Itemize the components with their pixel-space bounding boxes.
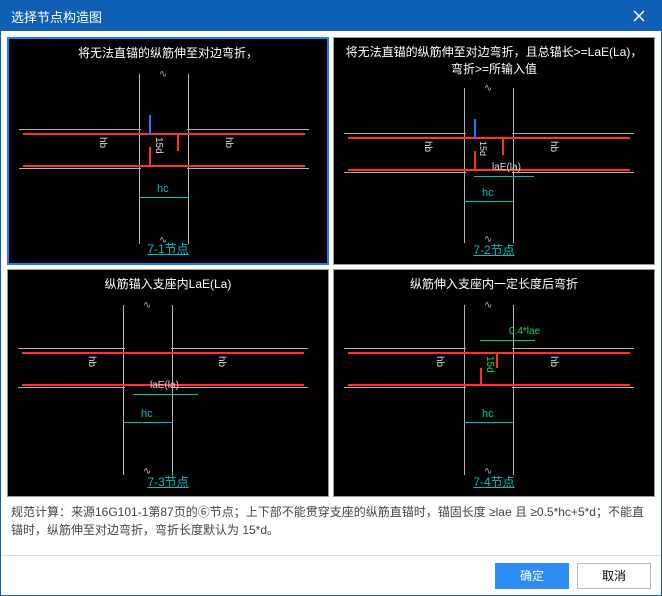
rebar-top-right [480, 352, 630, 354]
rebar-bot-left [348, 384, 498, 386]
cancel-button[interactable]: 取消 [577, 563, 651, 589]
dialog-window: 选择节点构造图 将无法直锚的纵筋伸至对边弯折， [0, 0, 662, 596]
dim-hc [123, 422, 173, 423]
label-hb-r: hb [548, 141, 559, 152]
beam-right [171, 348, 308, 388]
tile-caption: 7-3节点 [8, 473, 328, 490]
label-laela: laE(la) [150, 380, 179, 391]
rebar-top-right [149, 133, 305, 135]
label-15d: 15d [153, 137, 164, 154]
tile-title: 将无法直锚的纵筋伸至对边弯折，且总锚长>=LaE(La)，弯折>=所输入值 [334, 44, 654, 78]
beam-right [512, 133, 634, 173]
beam-left [19, 129, 141, 169]
rebar-top-left [348, 352, 498, 354]
option-tile-7-3[interactable]: 纵筋锚入支座内LaE(La) hb hb laE(la) hc ∿ ∿ 7-3节… [7, 269, 329, 497]
rebar-hook-l [502, 137, 504, 155]
label-04lae: 0.4*lae [509, 326, 540, 337]
rebar-hook-left-top [149, 115, 151, 135]
rebar-hook-r [474, 151, 476, 171]
dim-hc [139, 197, 189, 198]
tile-title: 纵筋锚入支座内LaE(La) [8, 276, 328, 293]
tile-caption: 7-2节点 [334, 241, 654, 258]
beam-left [18, 348, 125, 388]
rebar-hook-bl [480, 368, 482, 386]
zigzag-top: ∿ [159, 69, 167, 80]
dim-lae [133, 394, 198, 395]
rebar-hook-left [177, 133, 179, 151]
zigzag-top: ∿ [484, 83, 492, 94]
label-hb-l: hb [434, 356, 445, 367]
beam-right [187, 129, 309, 169]
label-hb-r: hb [216, 356, 227, 367]
rebar-bot-right [149, 165, 305, 167]
dim-lae [474, 176, 534, 177]
rebar-top-right [474, 137, 630, 139]
footnote-text: 规范计算：来源16G101-1第87页的⑥节点；上下部不能贯穿支座的纵筋直锚时，… [7, 497, 655, 545]
label-laela: laE(la) [492, 162, 521, 173]
tile-caption: 7-1节点 [9, 240, 327, 257]
beam-right [512, 348, 634, 388]
label-15d-green: 15d [484, 356, 495, 373]
rebar-top-right [133, 352, 304, 354]
close-button[interactable] [625, 2, 653, 30]
beam-left [344, 348, 466, 388]
option-tile-7-4[interactable]: 纵筋伸入支座内一定长度后弯折 hb hb 15d 0.4*lae hc ∿ ∿ [333, 269, 655, 497]
label-hb-l: hb [97, 137, 108, 148]
option-tile-7-1[interactable]: 将无法直锚的纵筋伸至对边弯折， hb hb 15d hc ∿ [7, 37, 329, 265]
rebar-hook-tr [496, 352, 498, 368]
label-hb-r: hb [548, 356, 559, 367]
dim-04lae [480, 340, 535, 341]
footer: 确定 取消 [1, 555, 661, 595]
column-outline [464, 305, 514, 475]
dim-hc [464, 201, 514, 202]
label-hc: hc [157, 183, 169, 195]
dim-hc [464, 422, 514, 423]
tile-title: 将无法直锚的纵筋伸至对边弯折， [9, 45, 327, 62]
zigzag-top: ∿ [143, 300, 151, 311]
window-title: 选择节点构造图 [11, 7, 102, 26]
column-outline [139, 74, 189, 244]
label-hb-l: hb [422, 141, 433, 152]
titlebar: 选择节点构造图 [1, 1, 661, 31]
tile-caption: 7-4节点 [334, 473, 654, 490]
label-15d: 15d [478, 141, 488, 156]
close-icon [633, 10, 645, 22]
content-area: 将无法直锚的纵筋伸至对边弯折， hb hb 15d hc ∿ [1, 31, 661, 555]
rebar-hook-lt [474, 119, 476, 139]
rebar-bot-right [480, 384, 630, 386]
label-hc: hc [141, 408, 153, 420]
zigzag-top: ∿ [484, 300, 492, 311]
rebar-hook-right [149, 147, 151, 167]
option-tile-7-2[interactable]: 将无法直锚的纵筋伸至对边弯折，且总锚长>=LaE(La)，弯折>=所输入值 hb… [333, 37, 655, 265]
option-grid: 将无法直锚的纵筋伸至对边弯折， hb hb 15d hc ∿ [7, 37, 655, 497]
ok-button[interactable]: 确定 [495, 563, 569, 589]
label-hc: hc [482, 408, 494, 420]
label-hb-r: hb [223, 137, 234, 148]
label-hc: hc [482, 187, 494, 199]
label-hb-l: hb [86, 356, 97, 367]
tile-title: 纵筋伸入支座内一定长度后弯折 [334, 276, 654, 293]
beam-left [344, 133, 466, 173]
